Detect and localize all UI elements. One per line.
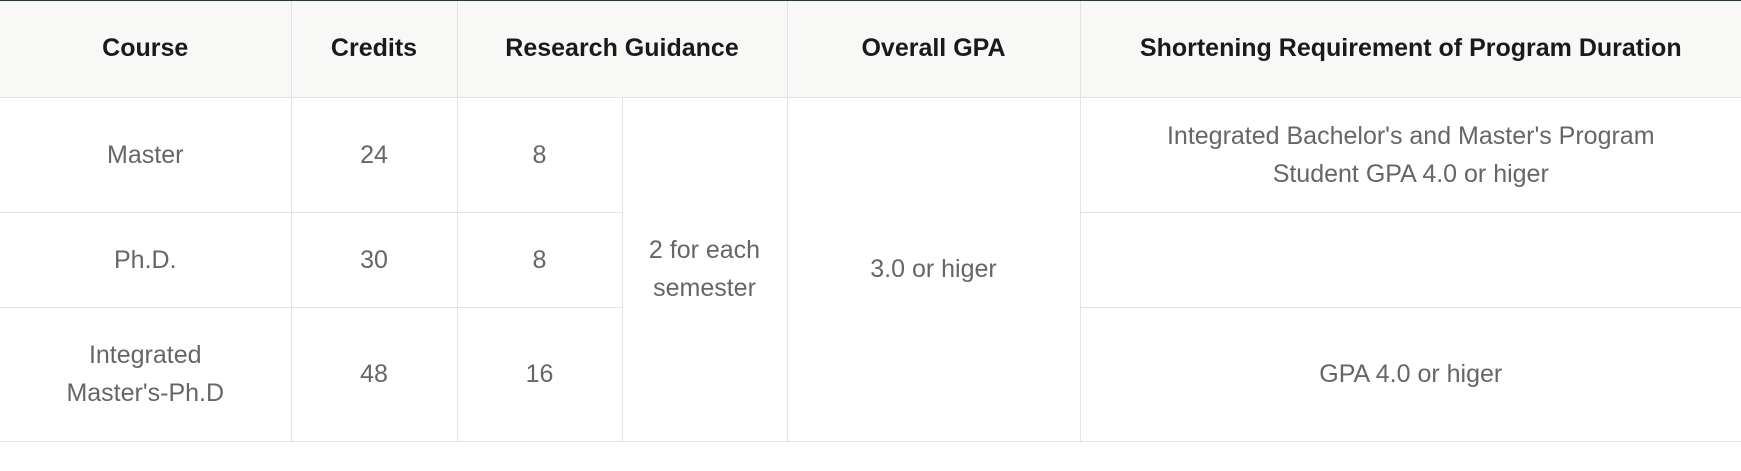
research-guidance-per-semester: 2 for each semester — [648, 236, 761, 302]
course-name: Integrated Master's-Ph.D — [66, 341, 225, 407]
research-guidance-credits-cell: 8 — [456, 211, 623, 308]
header-shortening-requirement: Shortening Requirement of Program Durati… — [1079, 1, 1741, 98]
shortening-requirement-cell: GPA 4.0 or higer — [1079, 306, 1741, 442]
research-guidance-credits-cell: 16 — [456, 306, 623, 442]
shortening-requirement-cell — [1079, 211, 1741, 308]
credits-cell: 30 — [290, 211, 458, 308]
header-credits: Credits — [290, 1, 458, 98]
course-name: Ph.D. — [113, 245, 177, 274]
shortening-requirement-cell: Integrated Bachelor's and Master's Progr… — [1079, 96, 1741, 213]
table-top-rule — [0, 0, 1741, 1]
table-row: Master 24 8 2 for each semester 3.0 or h… — [0, 96, 1741, 442]
program-requirements-table: Course Credits Research Guidance Overall… — [0, 1, 1741, 442]
credits-cell: 24 — [290, 96, 458, 213]
credits-cell: 48 — [290, 306, 458, 442]
header-course: Course — [0, 1, 292, 98]
header-research-guidance: Research Guidance — [456, 1, 788, 98]
course-cell: Master — [0, 96, 292, 213]
research-guidance-per-semester-cell: 2 for each semester — [621, 96, 788, 442]
table-header-row: Course Credits Research Guidance Overall… — [0, 1, 1741, 98]
header-overall-gpa: Overall GPA — [786, 1, 1081, 98]
table-row: Integrated Master's-Ph.D 48 16 GPA 4.0 o… — [0, 306, 1741, 442]
table-row: Ph.D. 30 8 — [0, 211, 1741, 308]
shortening-requirement-text: Integrated Bachelor's and Master's Progr… — [1166, 121, 1655, 188]
course-name: Master — [107, 140, 184, 169]
course-cell: Integrated Master's-Ph.D — [0, 306, 292, 442]
course-cell: Ph.D. — [0, 211, 292, 308]
overall-gpa-cell: 3.0 or higer — [786, 96, 1081, 442]
research-guidance-credits-cell: 8 — [456, 96, 623, 213]
